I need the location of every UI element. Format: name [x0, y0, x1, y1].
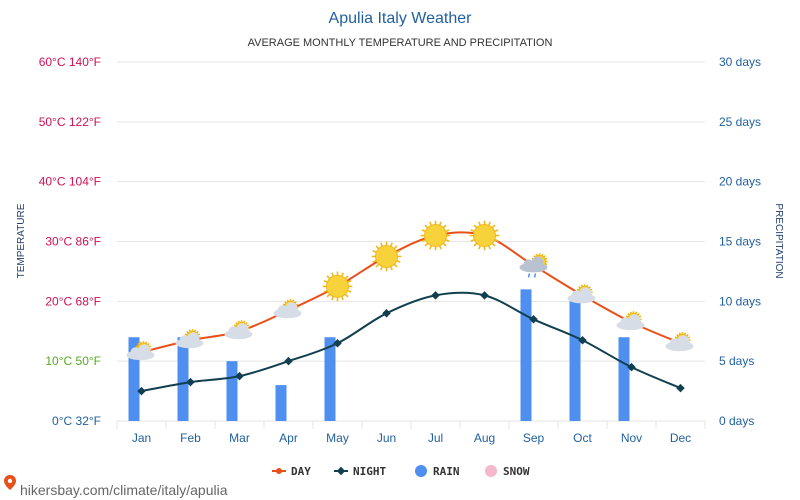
month-label: Nov — [621, 431, 642, 445]
month-label: Aug — [474, 431, 495, 445]
night-point — [235, 371, 244, 381]
left-tick-label: 60°C 140°F — [39, 55, 101, 69]
month-label: Jun — [377, 431, 396, 445]
temperature-lines — [137, 231, 685, 396]
left-tick-label: 50°C 122°F — [39, 115, 101, 129]
partly-cloudy-icon — [126, 341, 155, 361]
night-point — [529, 315, 538, 324]
chart-title: Apulia Italy Weather — [329, 10, 473, 27]
chart-subtitle: AVERAGE MONTHLY TEMPERATURE AND PRECIPIT… — [248, 37, 553, 49]
sun-icon — [371, 241, 402, 272]
month-label: Dec — [670, 431, 691, 445]
left-axis-ticks: 0°C 32°F 10°C 50°F 20°C 68°F 30°C 86°F 40°C … — [39, 55, 101, 428]
sun-icon — [420, 220, 451, 251]
legend-label: RAIN — [433, 465, 460, 478]
right-tick-label: 0 days — [719, 414, 754, 428]
left-axis-title: TEMPERATURE — [16, 203, 27, 278]
month-label: May — [326, 431, 349, 445]
partly-cloudy-icon — [567, 284, 596, 304]
rain-bar — [618, 337, 630, 421]
right-tick-label: 10 days — [719, 294, 761, 308]
night-point — [186, 377, 195, 387]
legend-item-night: NIGHT — [334, 465, 386, 478]
right-tick-label: 30 days — [719, 55, 761, 69]
month-label: Jan — [132, 431, 151, 445]
weather-icons — [126, 220, 694, 361]
month-label: Feb — [180, 431, 201, 445]
rain-bars — [128, 289, 630, 421]
legend-item-rain: RAIN — [415, 465, 460, 478]
location-pin-icon — [4, 475, 16, 490]
left-tick-label: 0°C 32°F — [52, 414, 101, 428]
right-tick-label: 25 days — [719, 115, 761, 129]
rain-bar — [275, 385, 287, 421]
legend-marker — [276, 468, 282, 474]
footer[interactable]: hikersbay.com/climate/italy/apulia — [4, 475, 228, 498]
legend-label: SNOW — [503, 465, 530, 478]
right-axis-title: PRECIPITATION — [773, 203, 784, 278]
legend-label: NIGHT — [353, 465, 386, 478]
rain-bar — [324, 337, 336, 421]
sun-icon — [469, 220, 500, 251]
legend-marker — [336, 466, 346, 476]
month-label: Oct — [573, 431, 592, 445]
right-tick-label: 20 days — [719, 175, 761, 189]
night-point — [284, 356, 293, 366]
left-tick-label: 20°C 68°F — [45, 294, 101, 308]
partly-cloudy-icon — [175, 329, 204, 349]
right-tick-label: 5 days — [719, 354, 754, 368]
legend-swatch — [485, 465, 497, 477]
rain-bar — [128, 337, 140, 421]
left-tick-label: 10°C 50°F — [45, 354, 101, 368]
partly-cloudy-icon — [665, 332, 694, 352]
month-label: Apr — [279, 431, 298, 445]
night-point — [431, 291, 440, 300]
partly-cloudy-icon — [273, 299, 302, 319]
month-label: Sep — [523, 431, 545, 445]
legend: DAY NIGHT RAIN SNOW — [272, 465, 530, 478]
month-label: Mar — [229, 431, 250, 445]
right-tick-label: 15 days — [719, 235, 761, 249]
partly-cloudy-icon — [616, 311, 645, 331]
rain-bar — [226, 361, 238, 421]
night-point — [333, 338, 342, 348]
rain-bar — [569, 301, 581, 421]
legend-item-day: DAY — [272, 465, 311, 478]
left-tick-label: 40°C 104°F — [39, 175, 101, 189]
left-tick-label: 30°C 86°F — [45, 235, 101, 249]
day-temperature-line — [141, 231, 681, 354]
footer-link[interactable]: hikersbay.com/climate/italy/apulia — [20, 482, 228, 498]
night-temperature-line — [141, 291, 681, 393]
sun-icon — [322, 271, 353, 302]
legend-label: DAY — [291, 465, 311, 478]
night-point — [137, 386, 146, 396]
night-point — [578, 335, 587, 345]
rain-bar — [177, 337, 189, 421]
rain-bar — [520, 289, 532, 421]
night-point — [382, 309, 391, 318]
grid-lines — [116, 61, 706, 429]
legend-item-snow: SNOW — [485, 465, 530, 478]
night-point — [676, 383, 685, 393]
legend-swatch — [415, 465, 427, 477]
month-label: Jul — [428, 431, 443, 445]
rain-cloud-icon — [519, 253, 548, 278]
night-point — [480, 291, 489, 300]
partly-cloudy-icon — [224, 320, 253, 340]
night-point — [627, 362, 636, 372]
right-axis-ticks: 0 days 5 days 10 days 15 days 20 days 25 days… — [719, 55, 761, 428]
month-labels: Jan Feb Mar Apr May Jun Jul Aug Sep Oct Nov Dec — [132, 431, 691, 445]
